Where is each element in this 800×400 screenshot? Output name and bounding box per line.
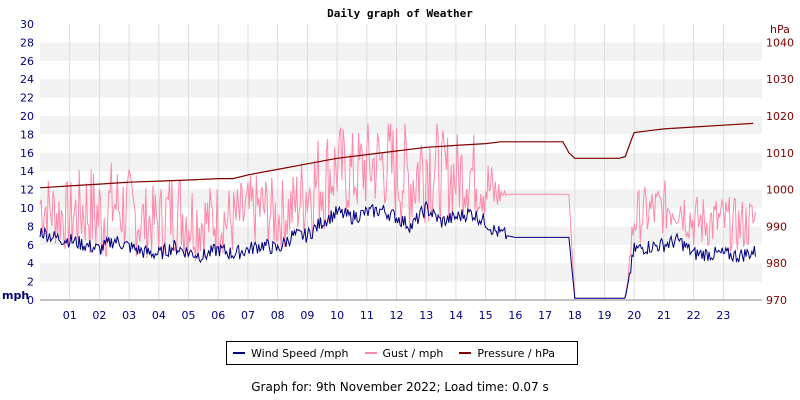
x-tick-label: 03 xyxy=(122,309,136,322)
left-tick-label: 26 xyxy=(20,55,34,68)
x-tick-label: 02 xyxy=(92,309,106,322)
grid-band xyxy=(40,97,762,116)
legend-item-pressure: Pressure / hPa xyxy=(459,347,555,360)
footer-status: Graph for: 9th November 2022; Load time:… xyxy=(251,380,549,394)
left-tick-label: 20 xyxy=(20,110,34,123)
x-tick-label: 05 xyxy=(182,309,196,322)
grid-band xyxy=(40,244,762,264)
weather-chart: Daily graph of Weather 02468101214161820… xyxy=(2,7,794,322)
right-tick-label: 1030 xyxy=(766,73,794,86)
grid-band xyxy=(40,24,762,43)
legend-swatch-wind-speed xyxy=(233,352,245,354)
grid-band xyxy=(40,134,762,153)
x-tick-label: 22 xyxy=(687,309,701,322)
left-tick-label: 6 xyxy=(27,239,34,252)
x-tick-label: 07 xyxy=(241,309,255,322)
x-tick-label: 19 xyxy=(598,309,612,322)
left-tick-label: 4 xyxy=(27,257,34,270)
grid-band xyxy=(40,116,762,135)
x-tick-label: 04 xyxy=(152,309,166,322)
grid-band xyxy=(40,79,762,98)
x-tick-label: 10 xyxy=(330,309,344,322)
x-tick-label: 20 xyxy=(627,309,641,322)
plot-grid xyxy=(40,24,762,300)
series-pressure xyxy=(39,122,754,189)
x-tick-label: 14 xyxy=(449,309,463,322)
legend-item-wind-speed: Wind Speed /mph xyxy=(233,347,349,360)
gust-line xyxy=(39,123,756,299)
grid-band xyxy=(40,281,762,300)
left-tick-label: 24 xyxy=(20,73,34,86)
grid-band xyxy=(40,189,762,208)
right-tick-label: 1010 xyxy=(766,147,794,160)
chart-legend: Wind Speed /mph Gust / mph Pressure / hP… xyxy=(226,341,578,365)
x-tick-label: 06 xyxy=(211,309,225,322)
left-tick-label: 2 xyxy=(27,276,34,289)
right-tick-label: 1020 xyxy=(766,110,794,123)
left-tick-label: 10 xyxy=(20,202,34,215)
x-tick-label: 16 xyxy=(508,309,522,322)
left-tick-label: 30 xyxy=(20,18,34,31)
right-axis-unit: hPa xyxy=(770,23,790,36)
series-gust xyxy=(39,123,756,299)
x-tick-label: 13 xyxy=(419,309,433,322)
series-wind-speed xyxy=(39,200,756,299)
grid-band xyxy=(40,263,762,282)
x-tick-label: 09 xyxy=(300,309,314,322)
x-tick-label: 15 xyxy=(479,309,493,322)
wind-speed-line xyxy=(39,200,756,299)
x-tick-label: 11 xyxy=(360,309,374,322)
left-tick-label: 22 xyxy=(20,92,34,105)
pressure-line xyxy=(39,122,754,189)
left-tick-label: 12 xyxy=(20,184,34,197)
x-tick-label: 23 xyxy=(716,309,730,322)
grid-band xyxy=(40,171,762,190)
legend-swatch-gust xyxy=(364,352,377,354)
x-tick-label: 12 xyxy=(390,309,404,322)
right-tick-label: 990 xyxy=(766,220,787,233)
chart-title: Daily graph of Weather xyxy=(327,7,473,20)
axes: 0246810121416182022242628309709809901000… xyxy=(20,18,794,322)
left-tick-label: 28 xyxy=(20,36,34,49)
right-tick-label: 1040 xyxy=(766,36,794,49)
left-tick-label: 8 xyxy=(27,220,34,233)
grid-band xyxy=(40,152,762,172)
legend-label-wind-speed: Wind Speed /mph xyxy=(251,346,349,360)
legend-swatch-pressure xyxy=(459,352,472,354)
grid-band xyxy=(40,42,762,61)
left-axis-unit: mph xyxy=(2,289,29,302)
x-tick-label: 01 xyxy=(63,309,77,322)
left-tick-label: 18 xyxy=(20,128,34,141)
right-tick-label: 1000 xyxy=(766,184,794,197)
left-tick-label: 16 xyxy=(20,147,34,160)
x-tick-label: 08 xyxy=(271,309,285,322)
x-tick-label: 21 xyxy=(657,309,671,322)
right-tick-label: 980 xyxy=(766,257,787,270)
x-tick-label: 18 xyxy=(568,309,582,322)
x-tick-label: 17 xyxy=(538,309,552,322)
left-tick-label: 14 xyxy=(20,165,34,178)
left-tick-label: 0 xyxy=(27,294,34,307)
grid-band xyxy=(40,60,762,80)
legend-label-gust: Gust / mph xyxy=(382,346,444,360)
right-tick-label: 970 xyxy=(766,294,787,307)
legend-item-gust: Gust / mph xyxy=(364,346,444,360)
legend-label-pressure: Pressure / hPa xyxy=(477,346,555,360)
